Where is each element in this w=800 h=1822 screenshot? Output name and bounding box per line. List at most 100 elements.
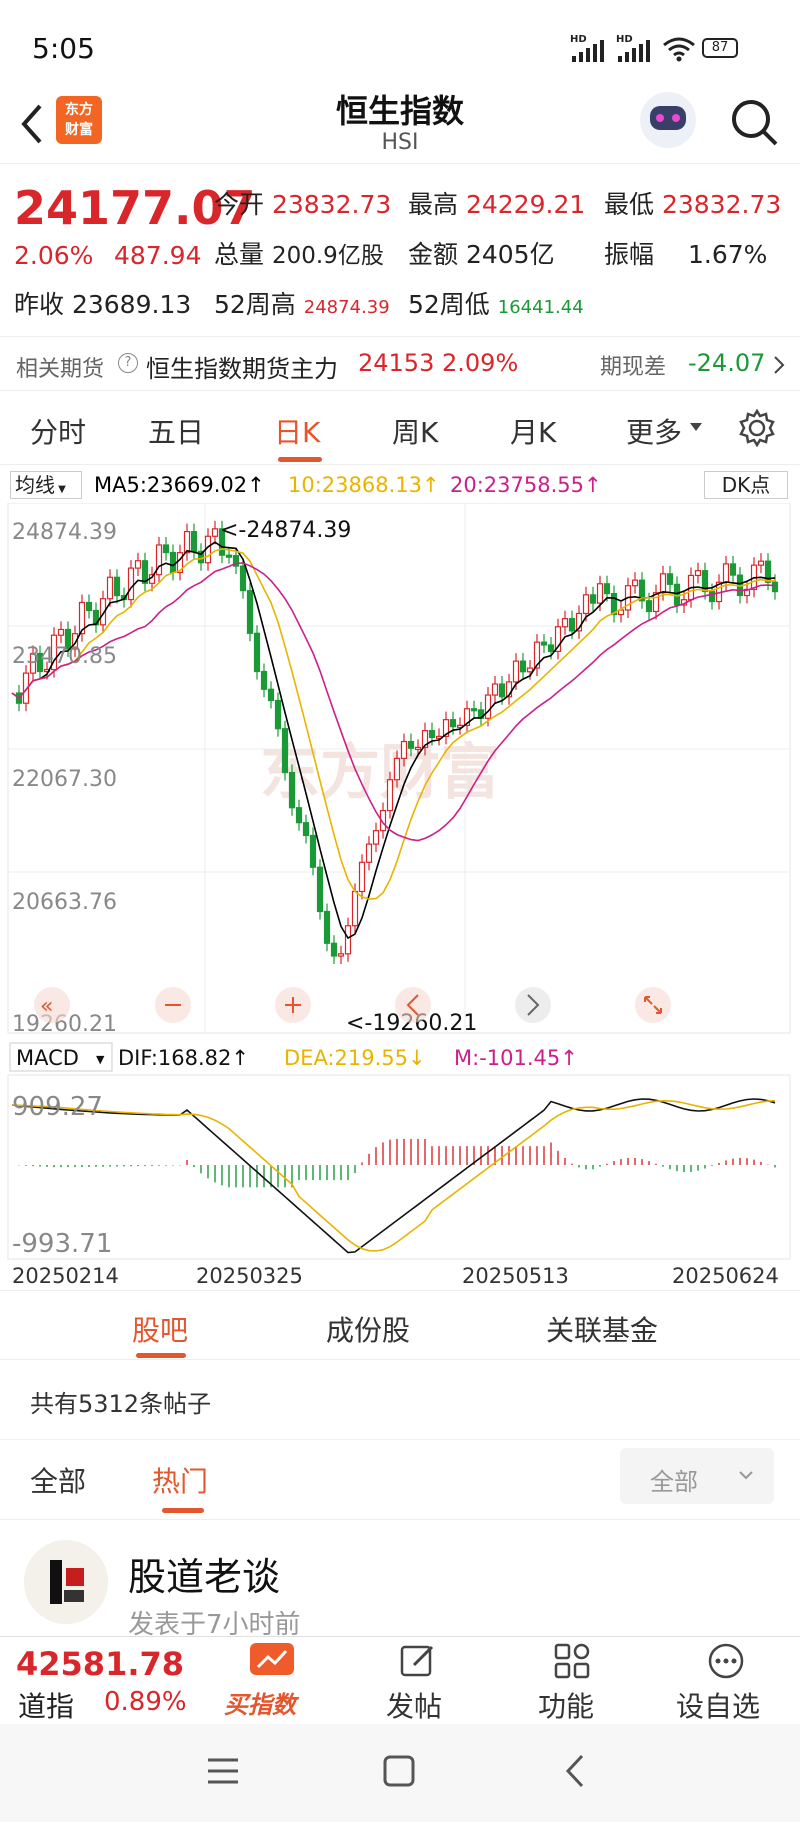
basis-label: 期现差 — [600, 355, 667, 380]
tab-more[interactable]: 更多 — [626, 416, 683, 449]
tab-related-funds[interactable]: 关联基金 — [546, 1314, 659, 1347]
futures-row[interactable]: 相关期货 ? 恒生指数期货主力 24153 2.09% 期现差 -24.07 — [0, 336, 800, 390]
tab-intraday[interactable]: 分时 — [30, 416, 87, 449]
dow-price[interactable]: 42581.78 — [16, 1645, 185, 1683]
signal-hd-label-2: HD — [616, 34, 633, 45]
filter-all[interactable]: 全部 — [30, 1465, 87, 1498]
tab-five-day[interactable]: 五日 — [148, 416, 205, 449]
amplitude-label: 振幅 — [604, 240, 655, 269]
nav-post-label: 发帖 — [386, 1690, 443, 1723]
filter-hot[interactable]: 热门 — [152, 1465, 209, 1498]
period-tabs: 分时 五日 日K 周K 月K 更多 — [0, 390, 800, 465]
post-item[interactable]: 股道老谈 发表于7小时前 — [0, 1520, 800, 1640]
nav-buy-index[interactable]: 买指数 — [222, 1641, 322, 1721]
low-label: 最低 — [604, 190, 655, 219]
volume-value: 200.9亿股 — [271, 243, 384, 269]
buy-index-icon — [250, 1643, 294, 1675]
futures-price: 24153 — [358, 349, 435, 377]
x-date-1: 20250214 — [12, 1264, 119, 1287]
post-count: 共有5312条帖子 — [30, 1390, 212, 1418]
dropdown-arrow-icon — [690, 423, 702, 431]
home-icon[interactable] — [382, 1754, 416, 1788]
post-author[interactable]: 股道老谈 — [128, 1555, 281, 1599]
scroll-far-left-icon[interactable] — [34, 987, 70, 1023]
back-icon[interactable] — [18, 102, 46, 146]
x-date-4: 20250624 — [672, 1264, 779, 1287]
m-label: M:-101.45↑ — [454, 1046, 578, 1070]
futures-label: 相关期货 — [16, 357, 105, 382]
nav-functions[interactable]: 功能 — [532, 1641, 612, 1723]
chart-area[interactable]: 均线 ▼ MA5:23669.02↑ 10:23868.13↑ 20:23758… — [0, 467, 800, 1287]
battery-icon: 87 — [702, 38, 738, 58]
dea-label: DEA:219.55↓ — [284, 1046, 426, 1070]
page-subtitle: HSI — [381, 130, 419, 155]
tab-monthly-k[interactable]: 月K — [510, 416, 557, 449]
open-value: 23832.73 — [271, 190, 392, 219]
macd-y-top: 909.27 — [12, 1092, 103, 1122]
nav-watchlist-label: 设自选 — [676, 1690, 761, 1723]
scroll-right-icon[interactable] — [515, 987, 551, 1023]
x-date-2: 20250325 — [196, 1264, 303, 1287]
dk-point-label: DK点 — [721, 473, 771, 497]
header: 东方 财富 恒生指数 HSI — [0, 92, 800, 164]
ma20-label: 20:23758.55↑ — [450, 473, 602, 497]
amount-value: 2405亿 — [465, 240, 555, 269]
y-label-2: 23470.85 — [12, 644, 117, 669]
futures-name: 恒生指数期货主力 — [146, 355, 338, 383]
tab-constituents[interactable]: 成份股 — [326, 1314, 411, 1347]
nav-watchlist[interactable]: 设自选 — [672, 1641, 782, 1723]
dow-name[interactable]: 道指 — [18, 1690, 75, 1723]
filter-dropdown[interactable]: 全部 — [620, 1448, 774, 1504]
dk-point-button[interactable]: DK点 — [704, 471, 788, 499]
menu-icon[interactable] — [206, 1756, 240, 1786]
change-value: 487.94 — [114, 241, 202, 270]
wifi-icon — [663, 37, 695, 62]
basis-value: -24.07 — [688, 349, 766, 377]
candles — [15, 520, 779, 965]
change-pct: 2.06% — [14, 241, 94, 270]
prev-close-value: 23689.13 — [71, 290, 192, 319]
prev-close-label: 昨收 — [14, 290, 65, 319]
tab-daily-k[interactable]: 日K — [274, 416, 321, 449]
nav-functions-label: 功能 — [538, 1690, 595, 1723]
svg-text:«: « — [40, 994, 53, 1019]
52wk-low-value: 16441.44 — [497, 297, 584, 318]
assistant-robot-icon[interactable] — [640, 92, 696, 148]
ma-selector-label: 均线 — [15, 473, 55, 497]
signal-hd-label-1: HD — [570, 34, 587, 45]
y-label-4: 20663.76 — [12, 890, 117, 915]
kline-chart-svg[interactable]: 东方财富 24874.39 23470.85 22067.30 20663.76… — [0, 503, 800, 1287]
macd-selector[interactable] — [9, 1042, 113, 1072]
dif-label: DIF:168.82↑ — [118, 1046, 249, 1070]
help-icon[interactable]: ? — [118, 353, 138, 373]
battery-level: 87 — [711, 40, 729, 55]
macd-dropdown-icon: ▼ — [96, 1053, 105, 1066]
fullscreen-icon[interactable] — [635, 987, 671, 1023]
more-dots-icon — [708, 1643, 744, 1679]
dow-pct[interactable]: 0.89% — [104, 1687, 187, 1717]
nav-post[interactable]: 发帖 — [378, 1641, 458, 1723]
scroll-left-icon[interactable] — [395, 987, 431, 1023]
y-label-1: 24874.39 — [12, 520, 117, 545]
back-nav-icon[interactable] — [562, 1752, 588, 1790]
apps-grid-icon — [554, 1643, 590, 1679]
tab-weekly-k[interactable]: 周K — [392, 416, 439, 449]
author-avatar[interactable] — [24, 1540, 108, 1624]
active-tab-indicator — [278, 457, 322, 462]
status-icons: HD HD 87 — [570, 34, 740, 64]
post-time: 发表于7小时前 — [128, 1610, 301, 1640]
52wk-low-label: 52周低 — [408, 290, 490, 319]
ma-selector[interactable]: 均线 ▼ — [10, 471, 82, 499]
tab-guba[interactable]: 股吧 — [132, 1314, 189, 1347]
macd-selector-label: MACD — [16, 1046, 79, 1070]
search-icon[interactable] — [730, 98, 780, 148]
settings-gear-icon[interactable] — [738, 409, 776, 447]
volume-label: 总量 — [214, 240, 265, 269]
ma-lines — [11, 541, 776, 940]
status-bar: 5:05 HD HD 87 — [0, 0, 800, 92]
open-label: 今开 — [214, 190, 265, 219]
section-tab-indicator — [136, 1353, 186, 1358]
chevron-right-icon — [774, 356, 785, 374]
current-price: 24177.07 — [14, 181, 256, 235]
edit-icon — [400, 1645, 434, 1677]
